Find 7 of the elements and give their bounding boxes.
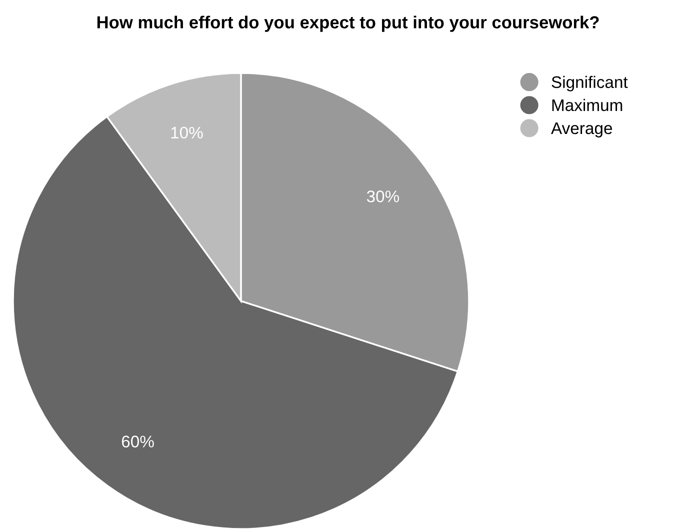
legend-label: Significant	[552, 76, 628, 92]
legend-label: Average	[551, 122, 612, 138]
data-label: 30%	[366, 190, 400, 202]
legend-label: Maximum	[552, 98, 622, 112]
data-label: 60%	[122, 436, 154, 448]
data-label: 10%	[171, 126, 203, 139]
chart-title: How much effort do you expect to put into your coursework?	[97, 16, 599, 32]
